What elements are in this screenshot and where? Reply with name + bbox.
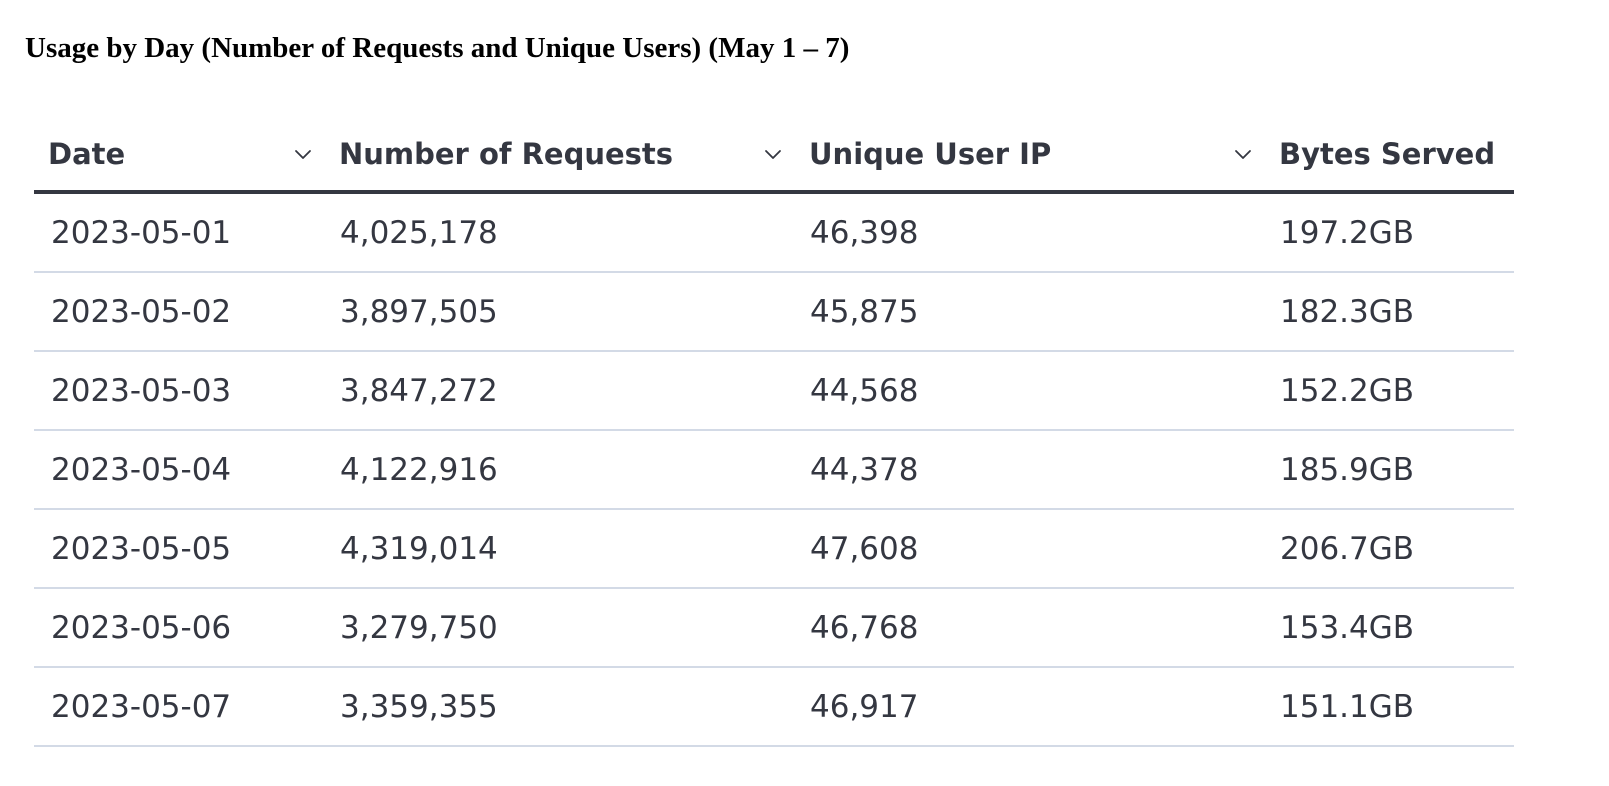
chevron-down-icon[interactable]	[291, 142, 315, 166]
table-body: 2023-05-01 4,025,178 46,398 197.2GB 2023…	[34, 194, 1514, 747]
column-header-label: Date	[48, 137, 126, 171]
cell-date: 2023-05-06	[51, 609, 232, 646]
table-row: 2023-05-02 3,897,505 45,875 182.3GB	[34, 273, 1514, 352]
column-header-label: Bytes Served	[1279, 137, 1496, 171]
cell-number-of-requests: 3,897,505	[340, 293, 498, 330]
chevron-down-icon[interactable]	[1231, 142, 1255, 166]
cell-date: 2023-05-05	[51, 530, 232, 567]
table-row: 2023-05-06 3,279,750 46,768 153.4GB	[34, 589, 1514, 668]
cell-unique-user-ip: 44,378	[810, 451, 919, 488]
column-header-number-of-requests[interactable]: Number of Requests	[325, 118, 795, 190]
table-row: 2023-05-07 3,359,355 46,917 151.1GB	[34, 668, 1514, 747]
table-row: 2023-05-04 4,122,916 44,378 185.9GB	[34, 431, 1514, 510]
cell-date: 2023-05-01	[51, 214, 232, 251]
column-header-label: Unique User IP	[809, 137, 1052, 171]
table-row: 2023-05-03 3,847,272 44,568 152.2GB	[34, 352, 1514, 431]
table-row: 2023-05-01 4,025,178 46,398 197.2GB	[34, 194, 1514, 273]
cell-number-of-requests: 4,025,178	[340, 214, 498, 251]
cell-unique-user-ip: 44,568	[810, 372, 919, 409]
cell-bytes-served: 151.1GB	[1280, 688, 1415, 725]
cell-date: 2023-05-07	[51, 688, 232, 725]
column-header-unique-user-ip[interactable]: Unique User IP	[795, 118, 1265, 190]
cell-date: 2023-05-03	[51, 372, 232, 409]
cell-number-of-requests: 3,279,750	[340, 609, 498, 646]
column-header-bytes-served[interactable]: Bytes Served	[1265, 118, 1514, 190]
cell-number-of-requests: 3,359,355	[340, 688, 498, 725]
cell-number-of-requests: 3,847,272	[340, 372, 498, 409]
cell-bytes-served: 185.9GB	[1280, 451, 1415, 488]
column-header-date[interactable]: Date	[34, 118, 325, 190]
cell-date: 2023-05-04	[51, 451, 232, 488]
cell-bytes-served: 206.7GB	[1280, 530, 1415, 567]
cell-number-of-requests: 4,319,014	[340, 530, 498, 567]
cell-bytes-served: 152.2GB	[1280, 372, 1415, 409]
table-row: 2023-05-05 4,319,014 47,608 206.7GB	[34, 510, 1514, 589]
cell-bytes-served: 182.3GB	[1280, 293, 1415, 330]
cell-unique-user-ip: 47,608	[810, 530, 919, 567]
cell-unique-user-ip: 46,398	[810, 214, 919, 251]
cell-date: 2023-05-02	[51, 293, 232, 330]
cell-bytes-served: 153.4GB	[1280, 609, 1415, 646]
column-header-label: Number of Requests	[339, 137, 674, 171]
page-title: Usage by Day (Number of Requests and Uni…	[25, 32, 850, 64]
cell-unique-user-ip: 46,768	[810, 609, 919, 646]
cell-bytes-served: 197.2GB	[1280, 214, 1415, 251]
table-header-row: Date Number of Requests Unique User IP B…	[34, 118, 1514, 194]
cell-number-of-requests: 4,122,916	[340, 451, 498, 488]
cell-unique-user-ip: 46,917	[810, 688, 919, 725]
usage-table: Date Number of Requests Unique User IP B…	[34, 118, 1514, 747]
chevron-down-icon[interactable]	[761, 142, 785, 166]
cell-unique-user-ip: 45,875	[810, 293, 919, 330]
